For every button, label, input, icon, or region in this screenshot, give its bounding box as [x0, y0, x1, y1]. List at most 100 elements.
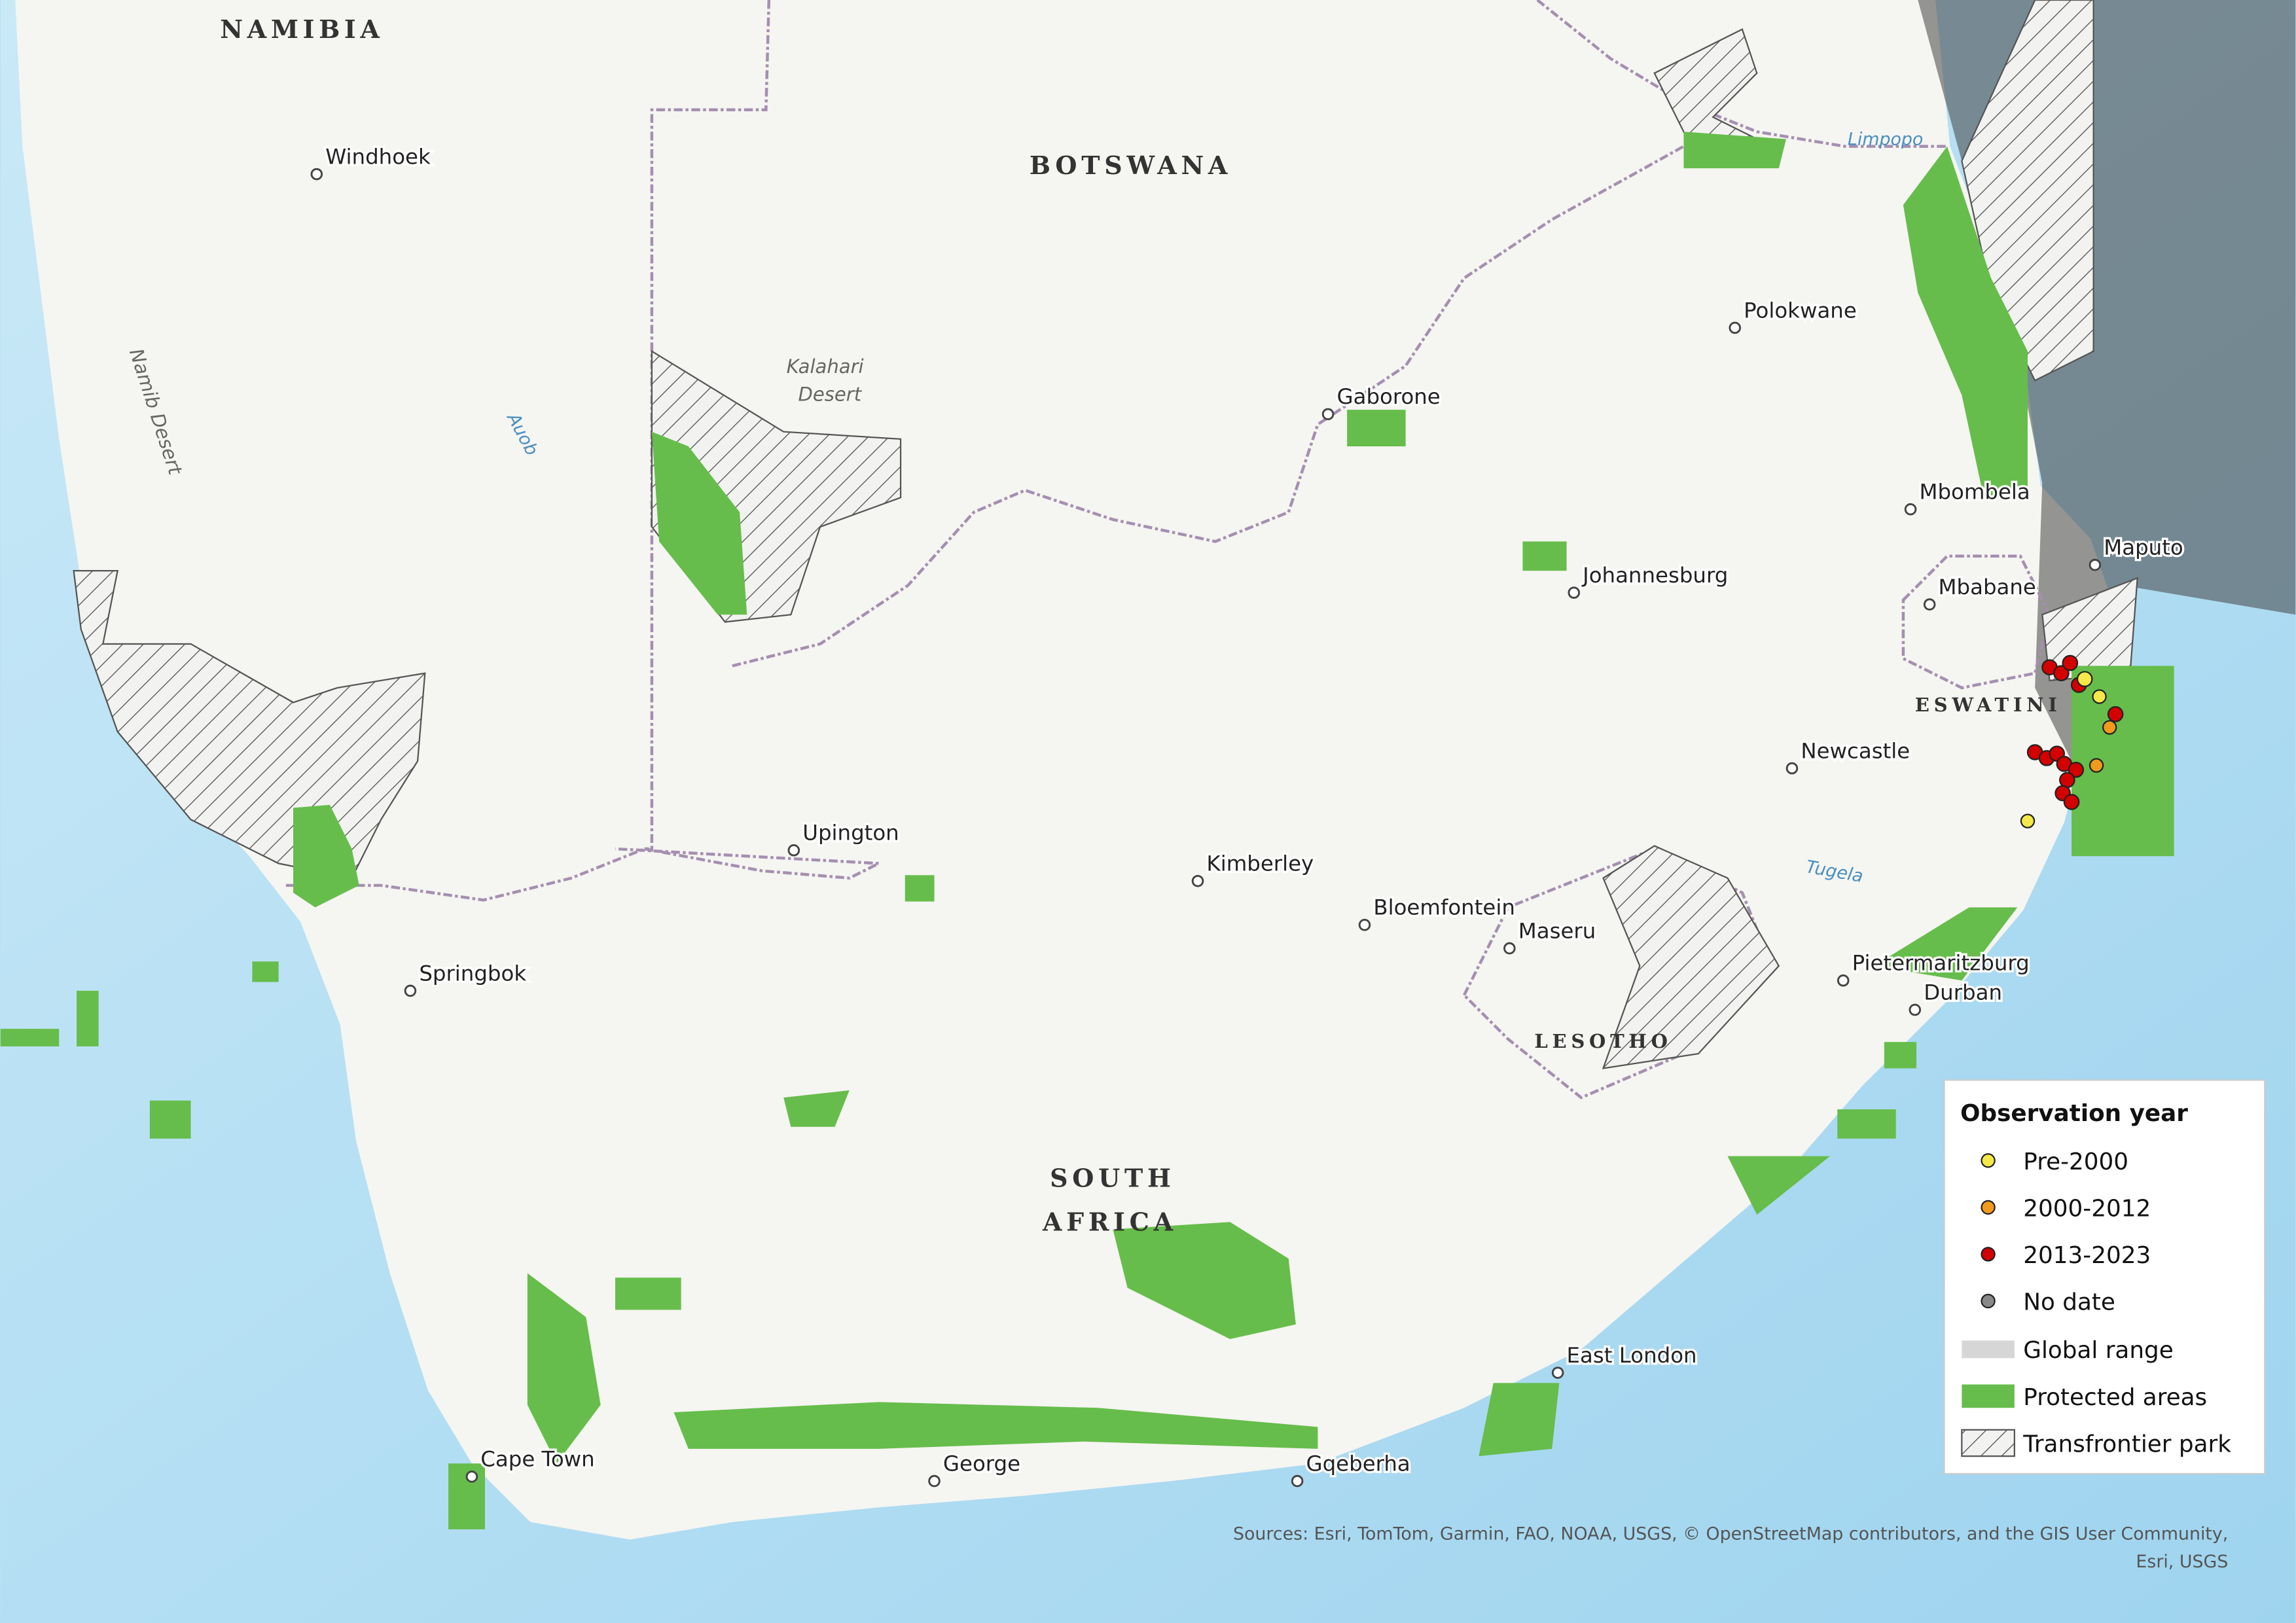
green-shape	[448, 1463, 485, 1529]
obs-shape	[2102, 720, 2117, 735]
place-dot	[1837, 974, 1850, 987]
place-dot	[1785, 762, 1799, 775]
green-shape	[2072, 666, 2174, 857]
sources: Sources: Esri, TomTom, Garmin, FAO, NOAA…	[1233, 1524, 2228, 1544]
obs-shape	[2092, 689, 2107, 704]
green-shape	[783, 1090, 850, 1127]
legend-label: 2013-2023	[2023, 1242, 2151, 1269]
place-dot	[310, 168, 323, 181]
green-shape	[0, 1029, 60, 1046]
desert-label: Kalahari	[787, 355, 864, 378]
green-shape	[1837, 1109, 1896, 1139]
green-shape	[77, 990, 99, 1046]
legend-box	[1943, 1079, 2266, 1475]
place-label: Gqeberha	[1306, 1451, 1410, 1476]
place-label: Upington	[802, 821, 899, 846]
river-label: Limpopo	[1848, 129, 1923, 149]
obs-shape	[2020, 813, 2036, 829]
green-shape	[527, 1273, 601, 1464]
legend-symbol	[1961, 1429, 2015, 1457]
place-dot	[1551, 1366, 1564, 1379]
place-label: Mbabane	[1939, 575, 2036, 599]
sources: Esri, USGS	[2136, 1552, 2228, 1572]
place-label: Cape Town	[480, 1447, 594, 1472]
place-dot	[1191, 874, 1204, 887]
place-label: Maputo	[2104, 535, 2183, 560]
green-shape	[1113, 1222, 1296, 1340]
place-dot	[1923, 598, 1936, 611]
obs-shape	[2068, 761, 2085, 778]
place-label: Kimberley	[1206, 851, 1314, 876]
legend-label: Transfrontier park	[2022, 1431, 2231, 1457]
obs-shape	[2089, 758, 2104, 773]
place-dot	[465, 1471, 478, 1483]
border-shape	[285, 847, 645, 902]
obs-shape	[2053, 665, 2070, 681]
place-label: East London	[1567, 1343, 1697, 1368]
green-shape	[1347, 410, 1406, 447]
legend-symbol	[1962, 1384, 2015, 1408]
green-shape	[252, 961, 279, 982]
green-shape	[1683, 132, 1787, 169]
legend-title: Observation year	[1960, 1100, 2188, 1127]
country-label: SOUTH	[1050, 1164, 1175, 1193]
place-dot	[1291, 1474, 1304, 1488]
place-label: Springbok	[419, 961, 526, 986]
place-dot	[1358, 919, 1371, 931]
place-label: Gaborone	[1336, 384, 1440, 409]
place-label: Pietermaritzburg	[1852, 951, 2030, 976]
land	[15, 0, 2117, 1540]
place-dot	[1904, 503, 1917, 516]
place-dot	[2089, 558, 2102, 571]
country-labels: NAMIBIA BOTSWANA SOUTH AFRICA LESOTHO ES…	[220, 14, 2062, 1237]
green-shape	[905, 875, 935, 902]
legend-symbol	[1962, 1340, 2015, 1359]
green-shape	[1903, 146, 2028, 498]
obs-shape	[2107, 705, 2124, 722]
protected-areas	[0, 132, 2174, 1529]
green-shape	[1884, 1042, 1917, 1069]
place-dot	[928, 1474, 941, 1488]
green-shape	[1479, 1383, 1560, 1457]
green-shape	[1522, 541, 1567, 571]
border-shape	[644, 0, 771, 851]
place-label: Polokwane	[1744, 298, 1857, 323]
place-label: Johannesburg	[1581, 563, 1728, 588]
place-labels: Windhoek Gaborone Polokwane Mbombela Maputo M…	[310, 142, 2185, 1488]
place-dot	[1321, 408, 1335, 421]
country-label: AFRICA	[1042, 1207, 1177, 1237]
hatch-shape	[1602, 845, 1780, 1069]
legend: Observation year Pre-2000 2000-2012 2013…	[1943, 1079, 2266, 1475]
country-label: NAMIBIA	[220, 14, 384, 44]
green-shape	[149, 1100, 191, 1139]
place-label: Mbombela	[1920, 480, 2030, 505]
green-shape	[651, 431, 747, 615]
legend-label: 2000-2012	[2023, 1195, 2151, 1222]
legend-label: Protected areas	[2023, 1384, 2207, 1411]
country-label: ESWATINI	[1915, 694, 2062, 716]
place-label: Bloemfontein	[1373, 895, 1515, 920]
place-dot	[787, 844, 800, 857]
place-dot	[1503, 942, 1516, 955]
place-dot	[1568, 586, 1581, 599]
place-label: Windhoek	[325, 144, 431, 169]
place-label: George	[943, 1451, 1020, 1476]
hatch-shape	[73, 570, 426, 880]
green-shape	[1874, 907, 2018, 981]
border-shape	[732, 145, 1685, 668]
legend-label: Global range	[2023, 1337, 2173, 1364]
green-shape	[1727, 1156, 1831, 1215]
legend-label: No date	[2023, 1289, 2115, 1315]
place-dot	[1909, 1003, 1922, 1016]
observations	[2020, 654, 2124, 829]
place-label: Maseru	[1518, 918, 1596, 943]
legend-symbol	[1981, 1153, 1996, 1168]
transfrontier-parks	[73, 0, 2138, 1069]
legend-symbol	[1981, 1293, 1996, 1309]
legend-label: Pre-2000	[2023, 1149, 2128, 1175]
border-shape	[615, 847, 885, 880]
border-shape	[1536, 0, 1947, 148]
